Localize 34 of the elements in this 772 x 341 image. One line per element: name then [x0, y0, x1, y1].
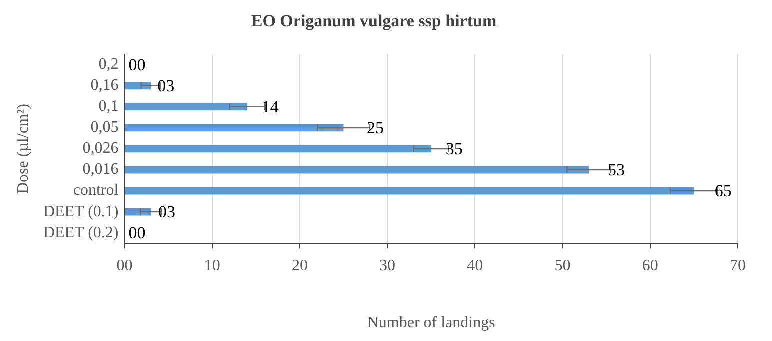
data-label: 53	[608, 160, 625, 180]
y-axis-title: Dose (µl/cm²)	[14, 104, 32, 194]
y-tick-label: 0,026	[82, 140, 119, 158]
bar	[125, 103, 248, 111]
data-label: 00	[128, 224, 146, 243]
y-tick-label: 0,2	[98, 56, 119, 74]
x-tick-label: 40	[467, 257, 484, 274]
y-tick-label: 0,16	[90, 77, 119, 94]
x-tick-label: 10	[204, 257, 220, 274]
bar	[125, 187, 694, 195]
x-tick-label: 20	[292, 257, 308, 274]
x-tick-label: 60	[642, 257, 658, 274]
y-tick-label: 0,05	[90, 119, 119, 136]
bar	[125, 166, 590, 174]
x-tick-label: 30	[380, 257, 396, 274]
chart-title: EO Origanum vulgare ssp hirtum	[251, 12, 497, 31]
data-label: 25	[367, 118, 384, 138]
data-label: 03	[158, 76, 175, 96]
bar	[125, 145, 432, 153]
x-tick-label: 70	[730, 257, 746, 274]
data-label: 03	[158, 202, 176, 222]
y-tick-label: DEET (0.2)	[43, 224, 119, 242]
y-tick-label: DEET (0.1)	[43, 203, 119, 220]
y-tick-label: 0,1	[98, 98, 119, 116]
x-tick-label: 00	[116, 257, 133, 274]
data-label: 00	[128, 55, 146, 74]
data-label: 65	[714, 182, 732, 201]
x-axis-title: Number of landings	[367, 314, 496, 332]
data-label: 14	[262, 97, 280, 116]
data-label: 35	[446, 139, 463, 158]
bar	[125, 124, 344, 132]
y-tick-label: 0,016	[82, 161, 119, 178]
y-tick-label: control	[73, 182, 120, 200]
x-tick-label: 50	[554, 257, 571, 274]
